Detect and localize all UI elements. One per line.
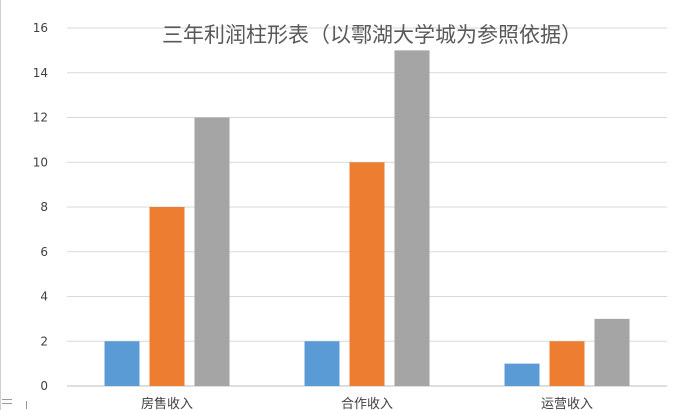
y-tick-label: 14 <box>33 66 48 80</box>
bar <box>194 117 230 386</box>
bar <box>594 318 630 386</box>
bar <box>349 162 385 386</box>
y-tick-label: 8 <box>40 200 48 214</box>
corner-marks <box>0 397 30 410</box>
y-tick-label: 4 <box>40 290 48 304</box>
bar <box>504 363 540 386</box>
y-tick-label: 16 <box>33 21 48 35</box>
bar <box>394 50 430 386</box>
y-tick-label: 2 <box>40 334 48 348</box>
y-tick-label: 12 <box>33 111 48 125</box>
y-tick-label: 6 <box>40 245 48 259</box>
chart-title: 三年利润柱形表（以鄠湖大学城为参照依据） <box>162 23 582 47</box>
y-axis-ticks: 0 2 4 6 8 10 12 14 16 <box>33 21 48 393</box>
bar <box>149 207 185 386</box>
bar <box>549 341 585 386</box>
x-tick-label: 合作收入 <box>341 397 393 410</box>
x-tick-label: 运营收入 <box>541 397 593 410</box>
bars-layer <box>104 50 630 386</box>
x-tick-label: 房售收入 <box>141 396 193 410</box>
window-left-border <box>0 0 1 410</box>
y-tick-label: 0 <box>40 379 48 393</box>
bar <box>104 341 140 386</box>
x-axis-ticks: 房售收入 合作收入 运营收入 <box>141 396 593 410</box>
y-tick-label: 10 <box>33 155 48 169</box>
bar <box>304 341 340 386</box>
